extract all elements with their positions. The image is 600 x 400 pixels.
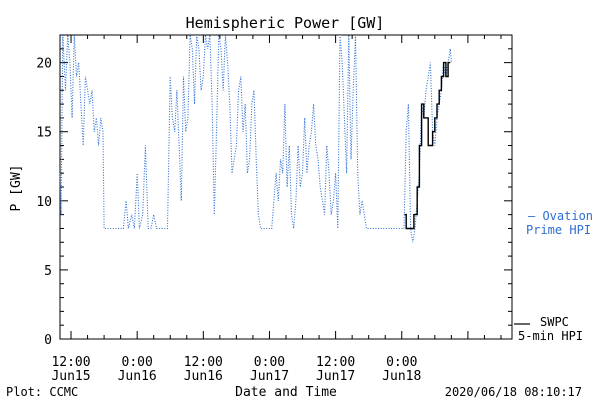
- footer-source: Plot: CCMC: [6, 385, 78, 399]
- y-tick-label: 0: [44, 333, 52, 348]
- y-tick-label: 20: [36, 57, 52, 72]
- x-axis: 12:00Jun150:00Jun1612:00Jun160:00Jun1712…: [51, 35, 502, 384]
- x-tick-date: Jun15: [51, 369, 90, 384]
- y-axis: 0 5 10 15 20: [36, 48, 512, 348]
- plot-frame: [59, 34, 513, 340]
- y-tick-label: 5: [44, 264, 52, 279]
- x-axis-label: Date and Time: [235, 385, 337, 400]
- y-tick-label: 10: [36, 195, 52, 210]
- x-tick-time: 0:00: [122, 355, 153, 370]
- y-tick-label: 15: [36, 126, 52, 141]
- x-tick-time: 0:00: [386, 355, 417, 370]
- x-tick-time: 12:00: [184, 355, 223, 370]
- x-tick-date: Jun16: [184, 369, 223, 384]
- x-tick-date: Jun16: [118, 369, 157, 384]
- legend-ovation-line2: Prime HPI: [526, 223, 591, 237]
- x-tick-time: 0:00: [254, 355, 285, 370]
- series-ovation-prime-hpi: [59, 34, 452, 243]
- x-tick-time: 12:00: [51, 355, 90, 370]
- x-tick-date: Jun17: [250, 369, 289, 384]
- legend-swpc-line1: SWPC: [540, 315, 569, 329]
- x-tick-date: Jun17: [316, 369, 355, 384]
- series-swpc-hpi: [404, 61, 451, 230]
- footer-timestamp: 2020/06/18 08:10:17: [445, 385, 582, 399]
- x-tick-date: Jun18: [382, 369, 421, 384]
- legend-ovation-line1: — Ovation: [528, 209, 593, 223]
- legend-swpc-line2: 5-min HPI: [518, 329, 583, 343]
- y-axis-label: P [GW]: [9, 165, 24, 212]
- x-tick-time: 12:00: [316, 355, 355, 370]
- chart-title: Hemispheric Power [GW]: [186, 14, 385, 32]
